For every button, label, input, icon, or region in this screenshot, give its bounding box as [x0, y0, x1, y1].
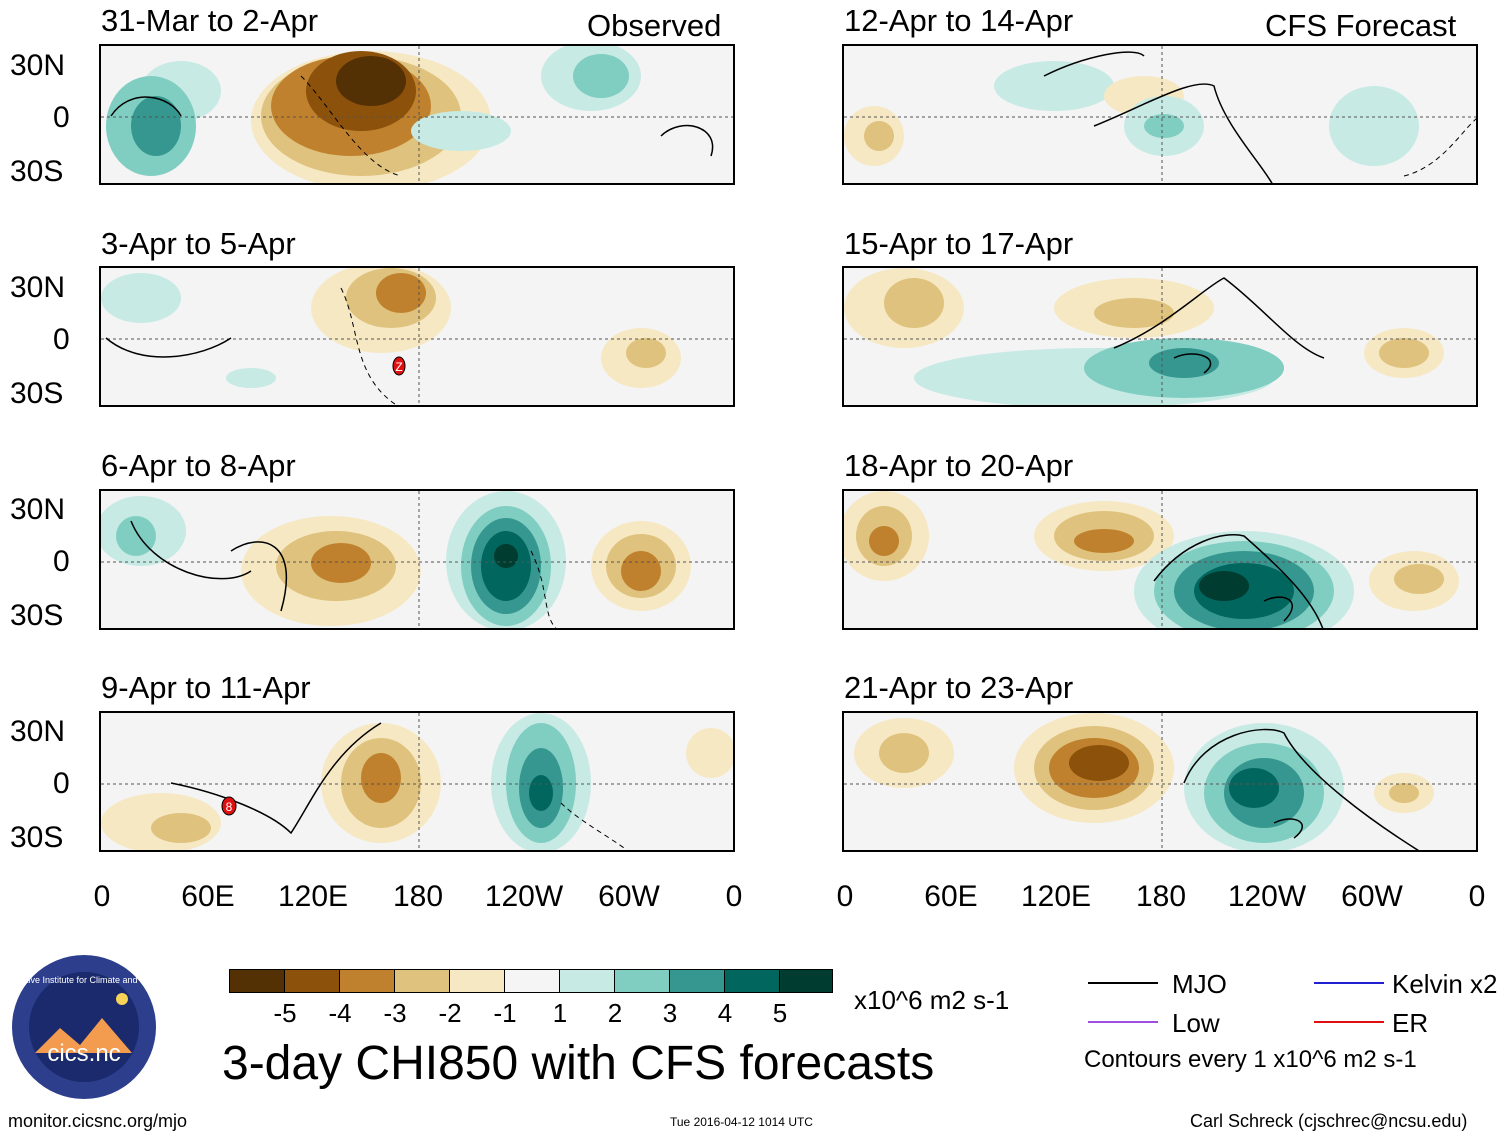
- lat-label-30s: 30S: [10, 821, 64, 854]
- er-marker-z: Z: [395, 360, 402, 374]
- colorbar-bin: [449, 969, 505, 993]
- colorbar-bin: [339, 969, 395, 993]
- panel-title-8: 21-Apr to 23-Apr: [844, 670, 1074, 705]
- lon-label: 180: [392, 880, 444, 913]
- lat-label-eq: 0: [53, 323, 70, 356]
- lon-label: 0: [725, 880, 743, 913]
- lon-label: 120W: [1227, 880, 1307, 913]
- lon-label: 0: [836, 880, 854, 913]
- colorbar-units: x10^6 m2 s-1: [854, 985, 1010, 1015]
- lon-label: 60W: [598, 880, 660, 913]
- map-panel-1: [99, 44, 735, 185]
- forecast-label: CFS Forecast: [1265, 8, 1457, 43]
- lat-label-eq: 0: [53, 101, 70, 134]
- colorbar-label: -1: [493, 998, 517, 1028]
- lon-label: 0: [1468, 880, 1486, 913]
- colorbar-label: 5: [772, 998, 788, 1028]
- map-panel-8: [842, 711, 1478, 852]
- panel-title-3: 6-Apr to 8-Apr: [101, 448, 296, 483]
- legend-kelvin-label: Kelvin x2: [1392, 969, 1498, 999]
- colorbar-bin: [669, 969, 725, 993]
- lon-label: 60E: [181, 880, 235, 913]
- panel-title-7: 18-Apr to 20-Apr: [844, 448, 1074, 483]
- colorbar-bin: [614, 969, 670, 993]
- lat-label-30n: 30N: [10, 493, 66, 526]
- lon-label: 60W: [1341, 880, 1403, 913]
- lat-label-30n: 30N: [10, 715, 66, 748]
- legend-mjo-label: MJO: [1172, 969, 1227, 999]
- panel-title-5: 12-Apr to 14-Apr: [844, 3, 1074, 38]
- colorbar-bin: [284, 969, 340, 993]
- lon-label: 180: [1135, 880, 1187, 913]
- map-panel-3: [99, 489, 735, 630]
- logo-ring-text: Cooperative Institute for Climate and Sa…: [10, 975, 158, 985]
- footer-author: Carl Schreck (cjschrec@ncsu.edu): [1190, 1111, 1468, 1131]
- observed-label: Observed: [587, 8, 722, 43]
- legend-er-label: ER: [1392, 1008, 1429, 1038]
- colorbar-bin: [504, 969, 560, 993]
- colorbar-label: -5: [273, 998, 297, 1028]
- colorbar-label: -4: [328, 998, 352, 1028]
- lat-label-eq: 0: [53, 767, 70, 800]
- figure-title: 3-day CHI850 with CFS forecasts: [222, 1037, 935, 1090]
- colorbar-label: 1: [552, 998, 568, 1028]
- lon-label: 60E: [924, 880, 978, 913]
- colorbar-label: 3: [662, 998, 678, 1028]
- map-panel-2: Z: [99, 266, 735, 407]
- lat-label-30n: 30N: [10, 271, 66, 304]
- legend-mjo-line: [1088, 982, 1158, 984]
- legend-low-line: [1088, 1021, 1158, 1023]
- legend-kelvin-line: [1314, 982, 1384, 984]
- lon-label: 120E: [277, 880, 349, 913]
- legend-contours-note: Contours every 1 x10^6 m2 s-1: [1084, 1046, 1417, 1073]
- panel-title-2: 3-Apr to 5-Apr: [101, 226, 296, 261]
- colorbar-bin: [229, 969, 285, 993]
- panel-title-1: 31-Mar to 2-Apr: [101, 3, 319, 38]
- footer-url: monitor.cicsnc.org/mjo: [8, 1111, 188, 1131]
- colorbar-bin: [559, 969, 615, 993]
- colorbar-label: -2: [438, 998, 462, 1028]
- er-marker-8: 8: [226, 800, 233, 814]
- footer-timestamp: Tue 2016-04-12 1014 UTC: [670, 1115, 813, 1129]
- colorbar-label: 4: [717, 998, 733, 1028]
- panel-title-6: 15-Apr to 17-Apr: [844, 226, 1074, 261]
- colorbar-label: 2: [607, 998, 623, 1028]
- colorbar-label: -3: [383, 998, 407, 1028]
- logo-text: cics.nc: [47, 1040, 120, 1067]
- lat-label-30n: 30N: [10, 49, 66, 82]
- lat-label-eq: 0: [53, 545, 70, 578]
- colorbar-bin: [724, 969, 780, 993]
- colorbar-bin: [779, 969, 833, 993]
- lon-label: 120W: [484, 880, 564, 913]
- colorbar-bin: [394, 969, 450, 993]
- lon-label: 120E: [1020, 880, 1092, 913]
- lat-label-30s: 30S: [10, 155, 64, 188]
- map-panel-4: 8: [99, 711, 735, 852]
- lat-label-30s: 30S: [10, 599, 64, 632]
- legend-er-line: [1314, 1021, 1384, 1023]
- legend-low-label: Low: [1172, 1008, 1220, 1038]
- map-panel-7: [842, 489, 1478, 630]
- map-panel-5: [842, 44, 1478, 185]
- cics-logo: cics.nc Cooperative Institute for Climat…: [0, 953, 177, 1101]
- map-panel-6: [842, 266, 1478, 407]
- lat-label-30s: 30S: [10, 377, 64, 410]
- lon-label: 0: [93, 880, 111, 913]
- panel-title-4: 9-Apr to 11-Apr: [101, 670, 311, 705]
